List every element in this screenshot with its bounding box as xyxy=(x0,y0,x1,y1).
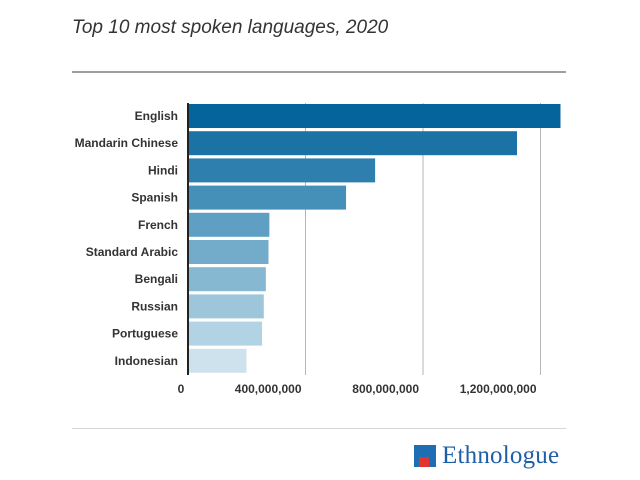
bar-russian xyxy=(188,294,264,319)
ethnologue-logo: Ethnologue xyxy=(414,442,559,470)
source-name: Ethnologue xyxy=(442,442,560,469)
bar-bengali xyxy=(188,267,266,292)
bar-indonesian xyxy=(188,348,247,373)
category-label: Portuguese xyxy=(112,327,178,341)
category-label: French xyxy=(138,218,178,232)
x-tick-label: 1,200,000,000 xyxy=(460,382,537,396)
category-label: Spanish xyxy=(131,191,178,205)
bar-portuguese xyxy=(188,321,263,346)
bar-hindi xyxy=(188,158,376,183)
category-label: Bengali xyxy=(135,272,178,286)
title-divider xyxy=(72,71,566,73)
tick-label-layer: 0 400,000,000 800,000,000 1,200,000,000 xyxy=(178,382,537,396)
bar-spanish xyxy=(188,185,347,210)
x-tick-label: 400,000,000 xyxy=(235,382,302,396)
category-label: Standard Arabic xyxy=(86,245,179,259)
category-label: Russian xyxy=(131,299,178,313)
chart-title: Top 10 most spoken languages, 2020 xyxy=(72,17,389,38)
category-label: Indonesian xyxy=(115,354,178,368)
ethnologue-logo-icon xyxy=(414,445,436,467)
category-label: Hindi xyxy=(148,163,178,177)
footer-divider xyxy=(72,428,566,429)
category-label: English xyxy=(135,109,178,123)
bar-layer xyxy=(188,104,561,373)
bar-french xyxy=(188,212,270,237)
x-tick-label: 800,000,000 xyxy=(352,382,419,396)
bar-mandarin-chinese xyxy=(188,131,517,156)
category-label: Mandarin Chinese xyxy=(75,136,179,150)
bar-english xyxy=(188,104,561,128)
category-label-layer: English Mandarin Chinese Hindi Spanish Frenc… xyxy=(75,109,179,368)
bar-standard-arabic xyxy=(188,240,269,264)
bar-chart: English Mandarin Chinese Hindi Spanish Frenc… xyxy=(75,103,561,396)
x-tick-label: 0 xyxy=(178,382,185,396)
